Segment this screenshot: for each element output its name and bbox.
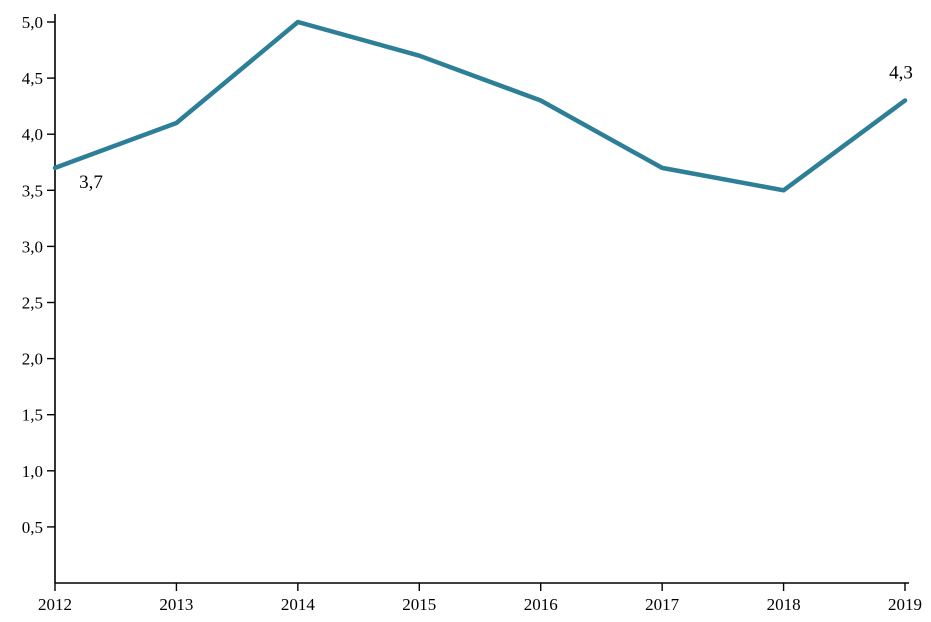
x-tick-label: 2015 xyxy=(402,595,436,614)
y-tick-label: 5,0 xyxy=(22,13,43,32)
x-tick-label: 2013 xyxy=(159,595,193,614)
y-tick-label: 3,5 xyxy=(22,181,43,200)
y-tick-label: 3,0 xyxy=(22,237,43,256)
x-tick-label: 2016 xyxy=(524,595,558,614)
y-tick-label: 4,5 xyxy=(22,69,43,88)
x-tick-label: 2012 xyxy=(38,595,72,614)
x-tick-label: 2019 xyxy=(888,595,922,614)
y-tick-label: 0,5 xyxy=(22,518,43,537)
x-tick-label: 2018 xyxy=(767,595,801,614)
y-tick-label: 1,0 xyxy=(22,462,43,481)
y-tick-label: 4,0 xyxy=(22,125,43,144)
y-tick-label: 2,5 xyxy=(22,293,43,312)
data-point-label: 3,7 xyxy=(79,172,103,193)
data-series-line xyxy=(52,19,908,193)
x-tick-label: 2014 xyxy=(281,595,316,614)
y-tick-label: 1,5 xyxy=(22,406,43,425)
y-tick-label: 2,0 xyxy=(22,350,43,369)
data-point-label: 4,3 xyxy=(889,63,913,84)
x-tick-label: 2017 xyxy=(645,595,680,614)
